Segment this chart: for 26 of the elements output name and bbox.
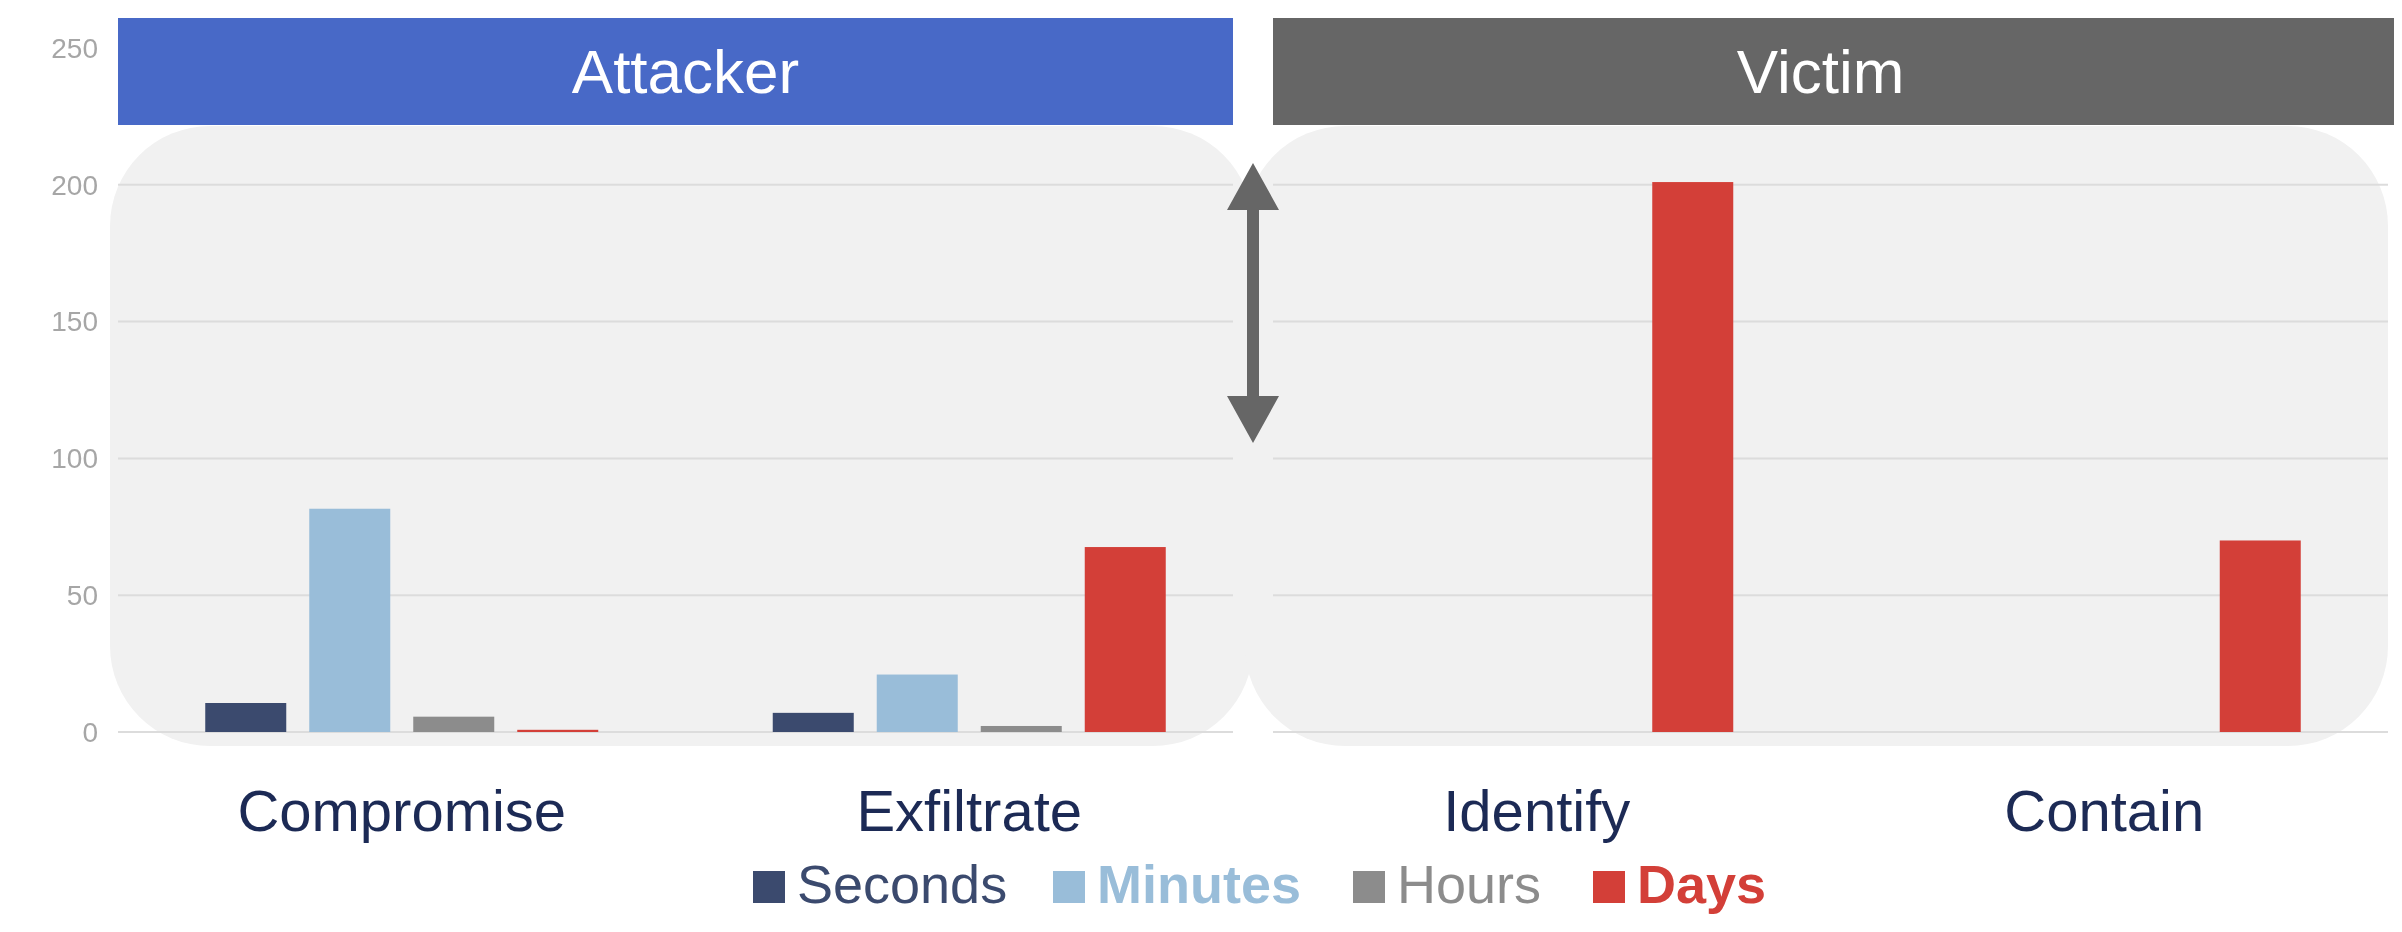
bar [980, 725, 1062, 732]
x-tick-label: Compromise [237, 778, 567, 844]
bar [1652, 182, 1734, 732]
legend-label: Seconds [797, 854, 1008, 914]
y-tick-label: 150 [51, 306, 98, 338]
y-tick-label: 100 [51, 443, 98, 475]
legend-label: Minutes [1097, 854, 1302, 914]
bar [205, 703, 287, 732]
y-tick-label: 200 [51, 169, 98, 201]
y-tick-label: 250 [51, 32, 98, 64]
bar [413, 716, 495, 732]
bar [772, 712, 854, 732]
legend-label: Hours [1397, 854, 1542, 914]
bar [517, 729, 599, 732]
y-tick-label: 0 [82, 716, 98, 748]
legend-label: Days [1637, 854, 1767, 914]
x-tick-label: Contain [2004, 778, 2205, 844]
x-tick-label: Identify [1443, 778, 1631, 844]
bar [2219, 540, 2301, 732]
bar [309, 508, 391, 732]
x-tick-label: Exfiltrate [856, 778, 1083, 844]
y-tick-label: 50 [66, 580, 98, 611]
annotation: Attacker [571, 36, 800, 106]
bar [1084, 547, 1166, 732]
bar [876, 674, 958, 732]
annotation: Victim [1736, 36, 1905, 106]
